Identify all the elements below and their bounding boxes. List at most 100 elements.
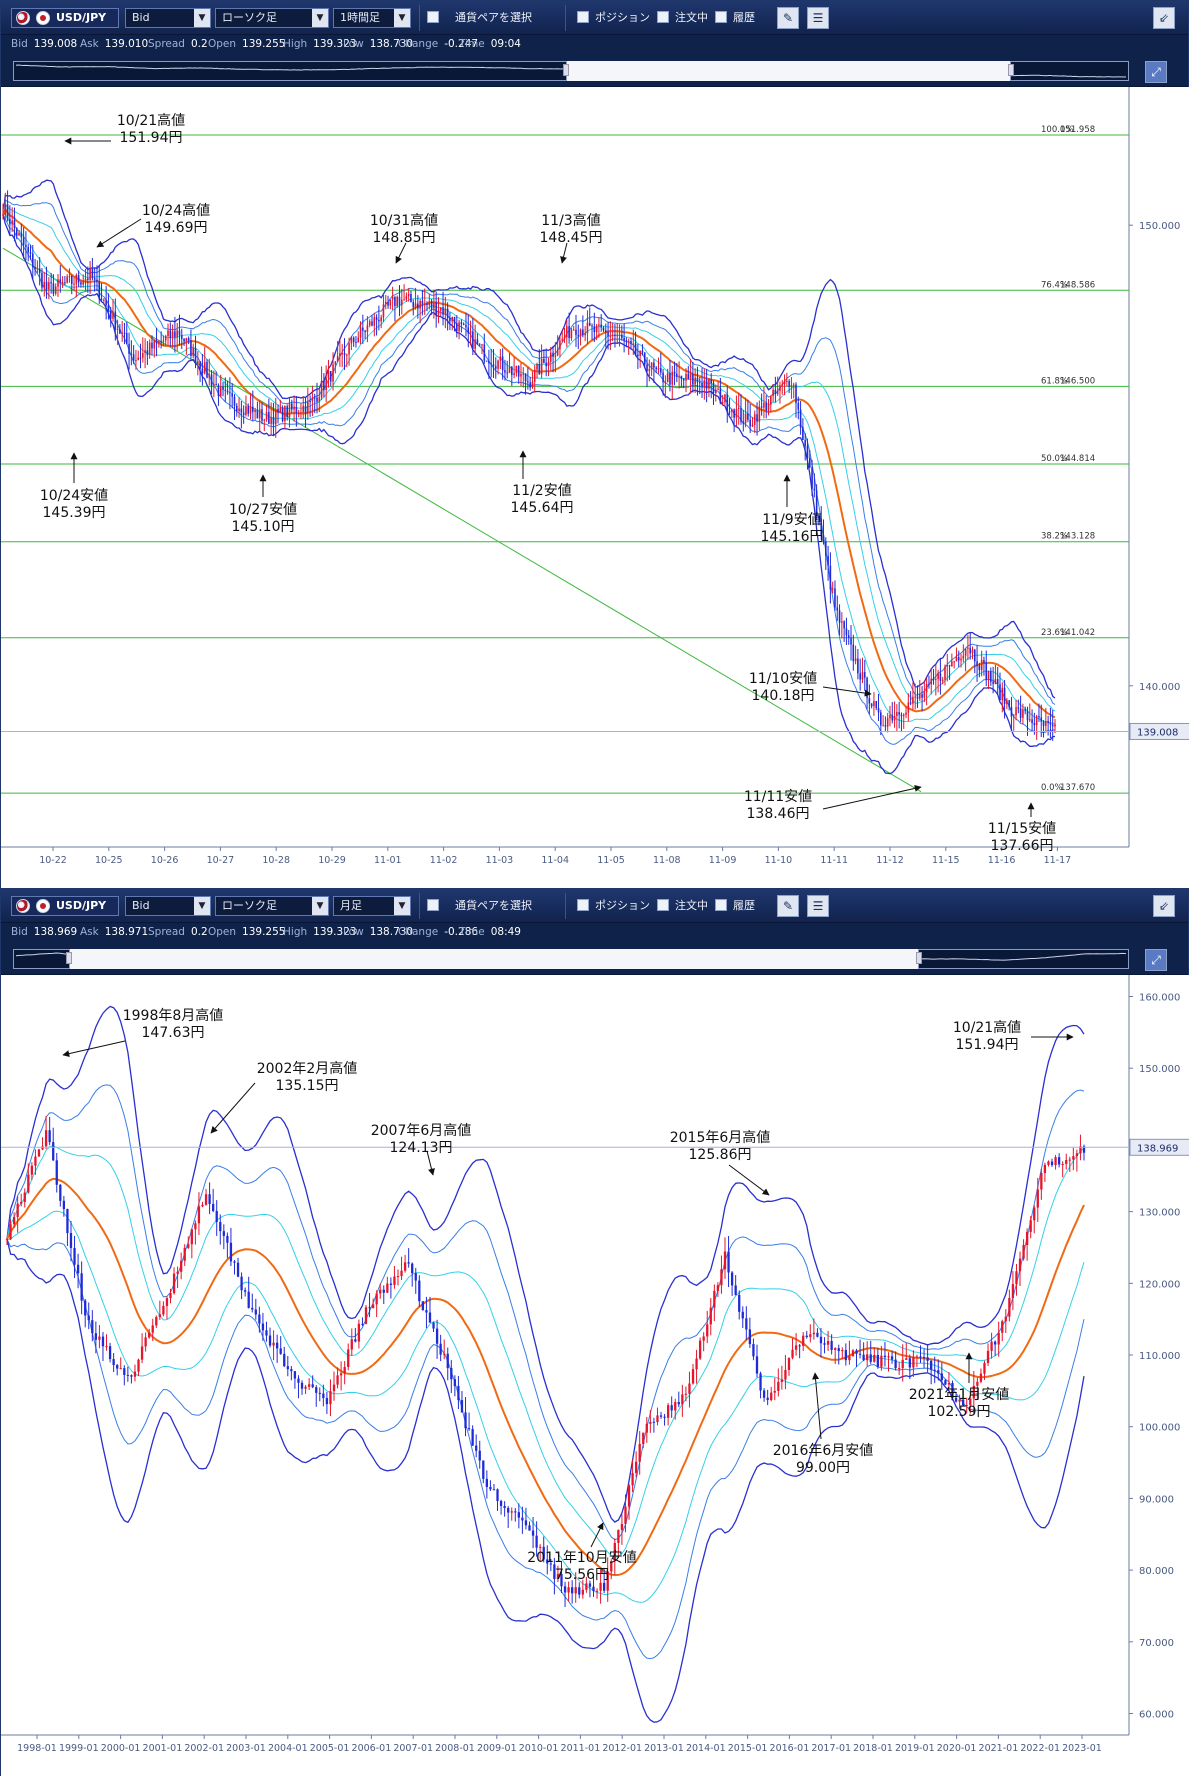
navigator-left-handle[interactable] xyxy=(563,64,569,76)
us-flag-icon xyxy=(16,899,30,913)
chevron-down-icon: ▼ xyxy=(394,897,410,915)
candle-body xyxy=(993,1341,997,1345)
candle-body xyxy=(638,1443,641,1462)
candle-body xyxy=(350,337,353,344)
candle-body xyxy=(877,708,880,713)
annotation-arrow xyxy=(210,1082,256,1134)
candle-body xyxy=(25,245,27,248)
current-price-label: 138.969 xyxy=(1137,1143,1178,1154)
candle-body xyxy=(741,1311,744,1319)
candle-body xyxy=(219,1222,222,1232)
navigator-left-handle[interactable] xyxy=(66,952,72,964)
price-type-select[interactable]: Bid ▼ xyxy=(125,896,211,916)
positions-checkbox[interactable] xyxy=(577,899,589,911)
candle-body xyxy=(914,696,916,698)
orders-checkbox[interactable] xyxy=(657,11,669,23)
navigator-selection[interactable] xyxy=(66,949,922,969)
timeframe-select[interactable]: 1時間足 ▼ xyxy=(333,8,411,28)
candle-body xyxy=(533,369,536,382)
time-tick-label: 2009-01 xyxy=(477,1743,517,1754)
candle-body xyxy=(91,268,94,279)
annotation-value: 151.94円 xyxy=(956,1037,1019,1053)
candle-body xyxy=(1022,709,1024,718)
orders-checkbox[interactable] xyxy=(657,899,669,911)
history-checkbox[interactable] xyxy=(715,11,727,23)
candle-body xyxy=(554,355,557,357)
chart-type-select[interactable]: ローソク足 ▼ xyxy=(215,8,329,28)
candle-body xyxy=(990,671,992,682)
annotation-title: 11/3高値 xyxy=(541,212,600,229)
info-key: Open xyxy=(208,38,237,50)
monthly-chart[interactable]: 160.000 150.000 130.000 120.000 110.000 100.0… xyxy=(1,975,1189,1777)
chart-list-button[interactable]: ☰ xyxy=(807,895,829,917)
candle-body xyxy=(1028,719,1031,721)
price-tick-label: 60.000 xyxy=(1139,1709,1174,1720)
navigator-right-handle[interactable] xyxy=(916,952,922,964)
navigator-selection[interactable] xyxy=(563,61,1014,81)
candle-body xyxy=(567,1587,570,1593)
price-type-select[interactable]: Bid ▼ xyxy=(125,8,211,28)
chart-list-button[interactable]: ☰ xyxy=(807,7,829,29)
candle-body xyxy=(595,1590,599,1592)
expand-button[interactable]: ⤢ xyxy=(1145,949,1167,971)
annotation-value: 102.59円 xyxy=(928,1404,991,1420)
candle-body xyxy=(107,304,110,311)
candle-body xyxy=(514,1511,517,1513)
collapse-button[interactable]: ⇙ xyxy=(1153,7,1175,29)
time-tick-label: 2020-01 xyxy=(937,1743,977,1754)
candle-body xyxy=(283,1353,286,1367)
candle-body xyxy=(875,701,878,709)
hourly-chart[interactable]: 150.000 140.000 100.0% 151.958 76.4% 148.586 6… xyxy=(1,87,1189,889)
candle-body xyxy=(471,1429,474,1446)
candle-body xyxy=(1025,1231,1029,1245)
candle-body xyxy=(261,1323,265,1331)
candle-body xyxy=(407,1262,410,1264)
candle-body xyxy=(926,1357,929,1361)
candle-body xyxy=(130,1375,133,1377)
candle-body xyxy=(343,352,346,356)
candle-body xyxy=(969,647,971,654)
positions-checkbox[interactable] xyxy=(577,11,589,23)
pair-select-checkbox[interactable] xyxy=(427,899,439,911)
candle-body xyxy=(318,397,321,402)
currency-pair-selector[interactable]: USD/JPY xyxy=(11,896,119,916)
candle-body xyxy=(169,330,172,338)
expand-button[interactable]: ⤢ xyxy=(1145,61,1167,83)
history-checkbox[interactable] xyxy=(715,899,727,911)
pair-select-label: 通貨ペアを選択 xyxy=(455,899,532,912)
history-label: 履歴 xyxy=(733,11,755,24)
pair-select-checkbox[interactable] xyxy=(427,11,439,23)
candle-body xyxy=(760,406,763,408)
chart-settings-button[interactable]: ✎ xyxy=(777,895,799,917)
annotation-title: 10/31高値 xyxy=(370,212,438,229)
candle-body xyxy=(578,1587,581,1595)
chart-settings-button[interactable]: ✎ xyxy=(777,7,799,29)
candle-body xyxy=(1010,707,1013,717)
collapse-button[interactable]: ⇙ xyxy=(1153,895,1175,917)
navigator-right-handle[interactable] xyxy=(1008,64,1014,76)
candle-body xyxy=(866,677,868,698)
candle-body xyxy=(384,302,387,305)
info-key: Low xyxy=(343,926,364,938)
candle-body xyxy=(795,384,797,404)
candle-body xyxy=(676,373,678,377)
time-tick-label: 2019-01 xyxy=(895,1743,935,1754)
candle-body xyxy=(414,1273,417,1281)
candle-body xyxy=(631,1472,634,1486)
candle-body xyxy=(68,275,71,277)
currency-pair-selector[interactable]: USD/JPY xyxy=(11,8,119,28)
timeframe-select[interactable]: 月足 ▼ xyxy=(333,896,411,916)
chart-type-select[interactable]: ローソク足 ▼ xyxy=(215,896,329,916)
candle-body xyxy=(433,302,435,309)
candle-body xyxy=(334,361,337,365)
candle-body xyxy=(902,714,905,717)
candle-body xyxy=(203,361,206,374)
candle-body xyxy=(539,1546,542,1548)
candle-body xyxy=(876,1354,879,1367)
candle-body xyxy=(852,644,855,662)
candle-body xyxy=(599,1582,602,1591)
bollinger-band-line xyxy=(6,1238,1085,1660)
candle-body xyxy=(281,407,284,422)
candle-body xyxy=(657,367,660,370)
candle-body xyxy=(297,412,300,414)
